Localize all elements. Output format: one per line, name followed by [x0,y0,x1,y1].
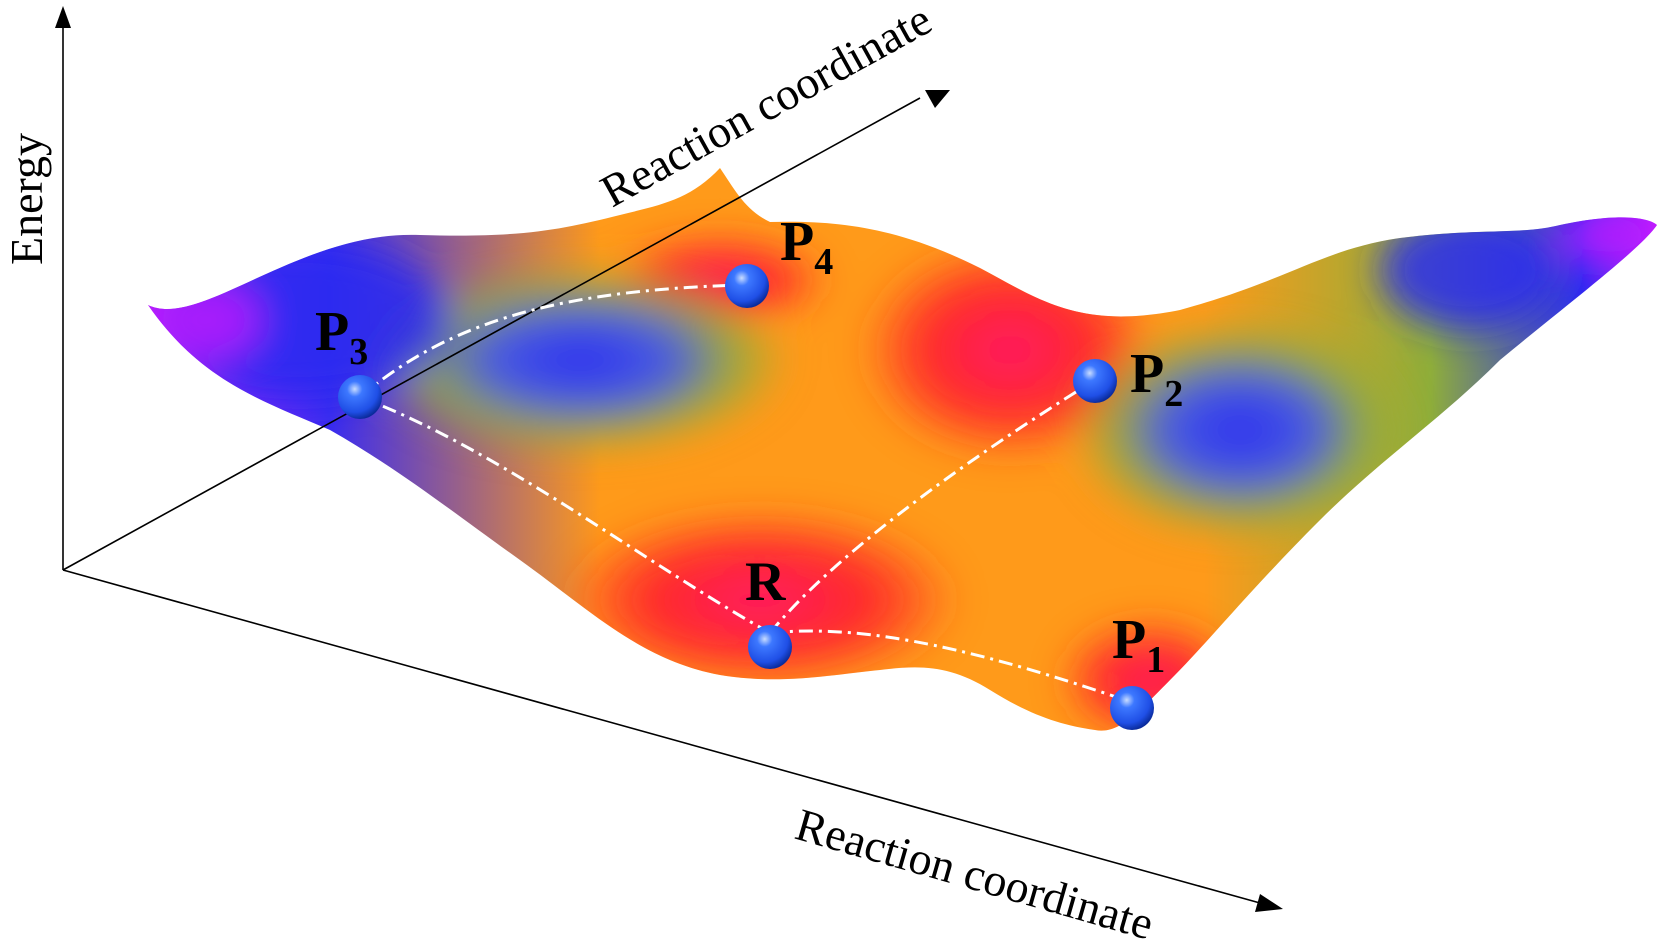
energy-axis-label: Energy [1,133,52,265]
depth-axis-label: Reaction coordinate [592,0,940,217]
depth-axis [62,97,921,571]
ball-p4 [725,264,769,308]
label-p1: P1 [1112,609,1165,681]
label-p4: P4 [780,211,833,283]
label-p4-sub: 4 [814,241,833,283]
label-p3-main: P [315,301,349,363]
label-p2-sub: 2 [1164,373,1183,415]
reaction-paths [359,283,1126,702]
label-p3-sub: 3 [349,331,368,373]
energy-surface [148,168,1657,731]
ball-p2 [1073,359,1117,403]
path-r-to-p2 [768,380,1093,634]
depth-axis-arrowhead [925,90,950,108]
ball-r [748,625,792,669]
path-r-to-p1 [769,629,1126,702]
path-r-to-p3 [359,395,771,635]
label-p4-main: P [780,211,814,273]
state-balls [338,264,1154,730]
label-p2: P2 [1130,343,1183,415]
label-p1-sub: 1 [1146,639,1165,681]
label-r-main: R [745,551,786,613]
ball-p1 [1110,686,1154,730]
label-p1-main: P [1112,609,1146,671]
horizontal-axis-label: Reaction coordinate [790,799,1159,945]
label-p3: P3 [315,301,368,373]
axes [55,6,1283,912]
energy-axis-arrowhead [55,6,71,28]
ball-p3 [338,375,382,419]
horizontal-axis [62,569,1261,904]
label-r: R [745,551,786,613]
label-p2-main: P [1130,343,1164,405]
path-p3-to-p4 [359,283,746,399]
horizontal-axis-arrowhead [1255,894,1283,912]
